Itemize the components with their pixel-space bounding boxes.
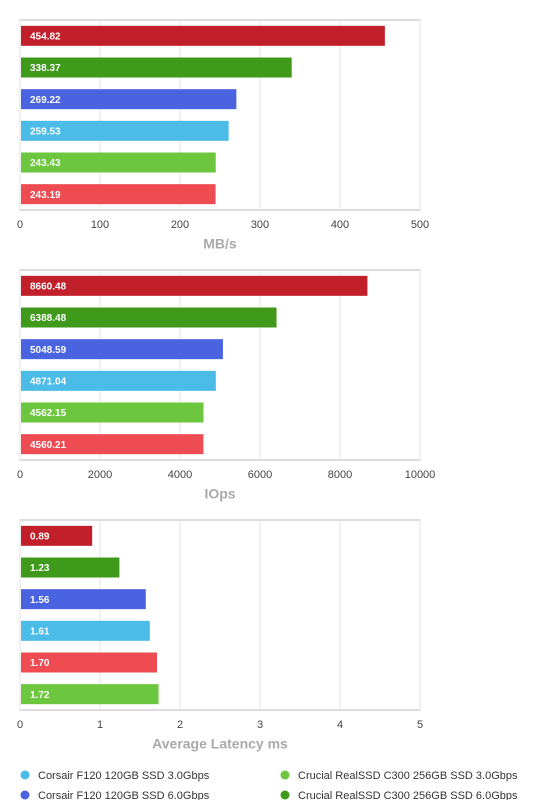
value-label: 1.72 (30, 690, 50, 701)
x-tick-label: 2000 (88, 469, 112, 481)
value-label: 8660.48 (30, 281, 67, 292)
x-axis-label: IOps (204, 486, 235, 502)
x-tick-label: 300 (251, 219, 269, 231)
legend-swatch (280, 770, 290, 780)
x-tick-label: 8000 (328, 469, 352, 481)
value-label: 4871.04 (30, 376, 67, 387)
bar (21, 307, 277, 328)
x-tick-label: 100 (91, 219, 109, 231)
value-label: 269.22 (30, 95, 61, 106)
bar (21, 275, 368, 296)
value-label: 4560.21 (30, 440, 67, 451)
legend-swatch (20, 770, 30, 780)
x-tick-label: 4000 (168, 469, 192, 481)
x-tick-label: 0 (17, 219, 23, 231)
value-label: 6388.48 (30, 313, 67, 324)
value-label: 1.23 (30, 563, 50, 574)
x-tick-label: 4 (337, 719, 343, 731)
bar (21, 434, 204, 455)
bar (21, 25, 385, 46)
plot-area (19, 269, 421, 461)
bar (21, 402, 204, 423)
x-tick-label: 3 (257, 719, 263, 731)
value-label: 1.56 (30, 595, 50, 606)
value-label: 259.53 (30, 126, 61, 137)
bar (21, 557, 120, 578)
x-tick-label: 2 (177, 719, 183, 731)
bar (21, 57, 292, 78)
bar (21, 589, 146, 610)
legend-label: Crucial RealSSD C300 256GB SSD 3.0Gbps (298, 770, 518, 782)
value-label: 454.82 (30, 31, 61, 42)
value-label: 243.19 (30, 190, 61, 201)
legend-swatch (20, 790, 30, 800)
value-label: 1.61 (30, 626, 50, 637)
value-label: 4562.15 (30, 408, 67, 419)
legend-label: Corsair F120 120GB SSD 3.0Gbps (38, 770, 210, 782)
bar (21, 184, 216, 205)
x-tick-label: 6000 (248, 469, 272, 481)
bar (21, 339, 223, 360)
x-tick-label: 500 (411, 219, 429, 231)
x-axis-label: Average Latency ms (152, 736, 288, 752)
x-axis-label: MB/s (203, 236, 237, 252)
value-label: 1.70 (30, 658, 50, 669)
x-tick-label: 0 (17, 719, 23, 731)
x-tick-label: 200 (171, 219, 189, 231)
plot-area (19, 519, 421, 711)
plot-area (19, 19, 421, 211)
legend-label: Corsair F120 120GB SSD 6.0Gbps (38, 790, 210, 800)
legend-swatch (280, 790, 290, 800)
bar (21, 370, 216, 391)
x-tick-label: 10000 (405, 469, 436, 481)
value-label: 338.37 (30, 63, 61, 74)
x-tick-label: 0 (17, 469, 23, 481)
x-tick-label: 400 (331, 219, 349, 231)
value-label: 243.43 (30, 158, 61, 169)
bar (21, 652, 157, 673)
bar (21, 620, 150, 641)
bar (21, 89, 237, 110)
bar (21, 152, 216, 173)
bar (21, 120, 229, 141)
x-tick-label: 1 (97, 719, 103, 731)
legend-label: Crucial RealSSD C300 256GB SSD 6.0Gbps (298, 790, 518, 800)
bar (21, 525, 93, 546)
value-label: 0.89 (30, 531, 50, 542)
x-tick-label: 5 (417, 719, 423, 731)
value-label: 5048.59 (30, 345, 67, 356)
bar (21, 684, 159, 705)
